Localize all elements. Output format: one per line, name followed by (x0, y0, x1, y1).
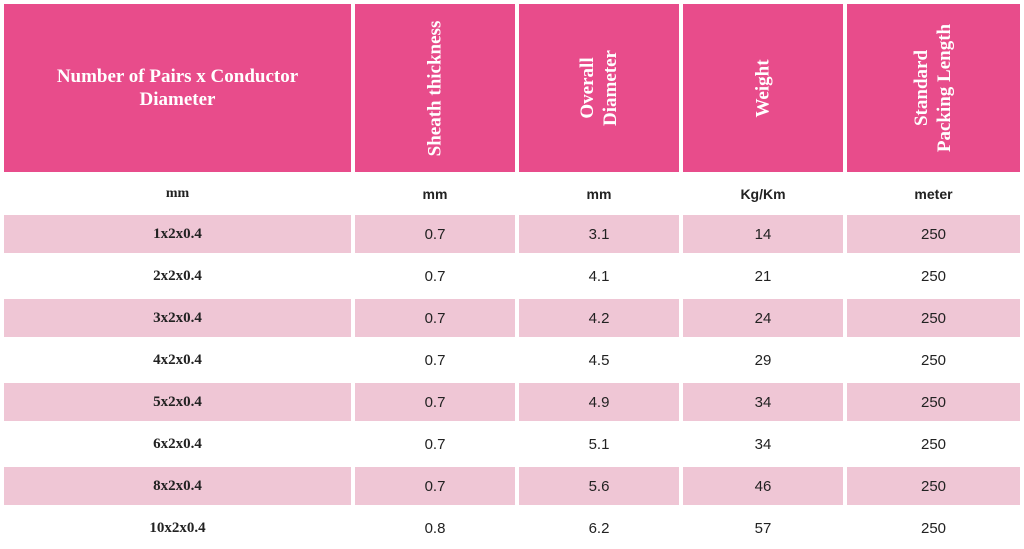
table-row: 8x2x0.4 0.7 5.6 46 250 (0, 467, 1024, 505)
cell-packing: 250 (920, 351, 947, 369)
cell-overall: 4.9 (519, 383, 679, 421)
cell-pairs: 6x2x0.4 (153, 435, 202, 452)
cell-sheath: 0.7 (355, 383, 515, 421)
cell-sheath: 0.7 (355, 215, 515, 253)
cell-sheath: 0.7 (424, 351, 446, 369)
header-packing-line2: Packing Length (934, 23, 956, 153)
cell-packing: 250 (847, 299, 1020, 337)
cell-overall: 5.1 (588, 435, 610, 453)
header-sheath-line1: Sheath thickness (424, 20, 446, 156)
cell-sheath: 0.7 (355, 467, 515, 505)
cell-pairs: 1x2x0.4 (4, 215, 351, 253)
table-row: 2x2x0.4 0.7 4.1 21 250 (0, 257, 1024, 295)
unit-overall: mm (586, 186, 612, 202)
cell-weight: 24 (683, 299, 843, 337)
cell-weight: 46 (683, 467, 843, 505)
header-weight-line1: Weight (752, 58, 774, 118)
header-packing-line1: Standard (911, 49, 933, 127)
cell-weight: 34 (754, 435, 772, 453)
header-standard-packing-length: Standard Packing Length (847, 4, 1020, 172)
cell-overall: 5.6 (519, 467, 679, 505)
cell-pairs: 10x2x0.4 (149, 519, 206, 536)
header-overall-line1: Overall (577, 57, 598, 119)
cell-overall: 3.1 (519, 215, 679, 253)
header-overall-diameter: Overall Diameter (519, 4, 679, 172)
header-overall-line2: Diameter (600, 50, 621, 126)
header-pairs-conductor: Number of Pairs x Conductor Diameter (4, 4, 351, 172)
cell-pairs: 4x2x0.4 (153, 351, 202, 368)
cell-weight: 34 (683, 383, 843, 421)
table-row: 5x2x0.4 0.7 4.9 34 250 (0, 383, 1024, 421)
unit-pairs: mm (165, 186, 190, 201)
cell-weight: 57 (754, 519, 772, 537)
cell-packing: 250 (847, 467, 1020, 505)
cell-packing: 250 (920, 435, 947, 453)
cell-sheath: 0.8 (424, 519, 446, 537)
table-row: 3x2x0.4 0.7 4.2 24 250 (0, 299, 1024, 337)
table-row: 4x2x0.4 0.7 4.5 29 250 (0, 341, 1024, 379)
header-sheath-thickness: Sheath thickness (355, 4, 515, 172)
cell-overall: 4.5 (588, 351, 610, 369)
table-row: 6x2x0.4 0.7 5.1 34 250 (0, 425, 1024, 463)
cell-packing: 250 (847, 215, 1020, 253)
unit-sheath: mm (422, 186, 448, 202)
table-row: 1x2x0.4 0.7 3.1 14 250 (0, 215, 1024, 253)
cell-packing: 250 (920, 519, 947, 537)
cell-overall: 4.1 (588, 267, 610, 285)
cell-weight: 21 (754, 267, 772, 285)
cell-overall: 4.2 (519, 299, 679, 337)
cell-pairs: 8x2x0.4 (4, 467, 351, 505)
cell-packing: 250 (847, 383, 1020, 421)
header-pairs-line2: Diameter (139, 89, 216, 110)
cell-sheath: 0.7 (355, 299, 515, 337)
cell-weight: 29 (754, 351, 772, 369)
cell-packing: 250 (920, 267, 947, 285)
cell-weight: 14 (683, 215, 843, 253)
unit-weight: Kg/Km (740, 186, 786, 202)
unit-packing: meter (914, 186, 953, 202)
cell-overall: 6.2 (588, 519, 610, 537)
cell-pairs: 5x2x0.4 (4, 383, 351, 421)
header-pairs-line1: Number of Pairs x Conductor (56, 66, 299, 87)
cell-pairs: 3x2x0.4 (4, 299, 351, 337)
cell-sheath: 0.7 (424, 435, 446, 453)
cell-sheath: 0.7 (424, 267, 446, 285)
table-row: 10x2x0.4 0.8 6.2 57 250 (0, 509, 1024, 547)
cell-pairs: 2x2x0.4 (153, 267, 202, 284)
header-weight: Weight (683, 4, 843, 172)
